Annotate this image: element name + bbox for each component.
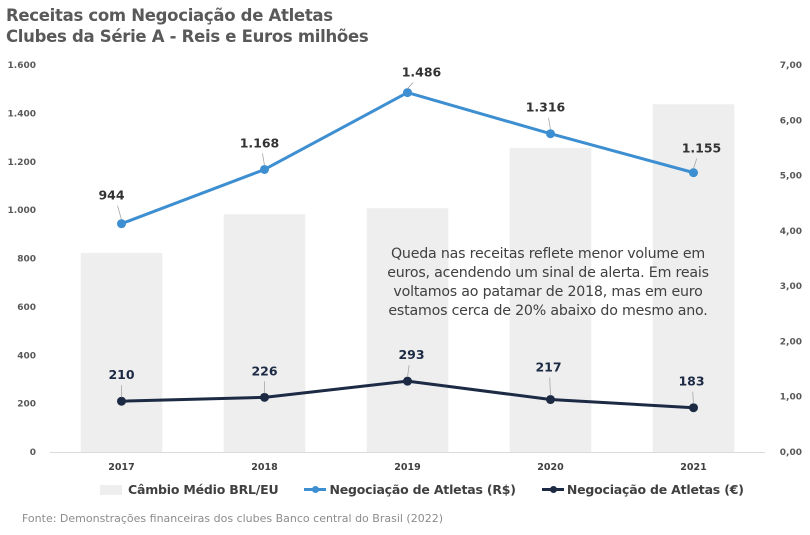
legend-label-exchange-rate: Câmbio Médio BRL/EU [128,482,279,497]
point-brl-2018 [260,164,269,174]
y-left-tick-label: 800 [17,255,36,265]
y-right-tick-label: 4,00 [780,227,802,237]
y-right-tick-label: 5,00 [780,172,802,182]
y-right-tick-label: 7,00 [780,61,802,71]
point-eur-2019 [403,376,412,386]
data-label-eur: 226 [251,363,277,378]
y-right-tick-label: 6,00 [780,116,802,126]
x-tick-label: 2017 [108,462,134,473]
leader-line [692,391,694,404]
x-tick-label: 2019 [394,462,420,473]
y-right-tick-label: 3,00 [780,282,802,292]
x-tick-label: 2020 [537,462,564,473]
leader-line [407,365,410,378]
x-tick-label: 2018 [251,462,278,473]
legend-bar-swatch [100,484,122,495]
x-tick-label: 2021 [680,462,706,473]
y-left-tick-label: 1.400 [8,109,36,119]
point-brl-2020 [546,129,555,139]
leader-line [693,158,698,169]
legend-label-brl: Negociação de Atletas (R$) [329,482,516,497]
title-line-1: Receitas com Negociação de Atletas [6,6,333,25]
annotation-text: Queda nas receitas reflete menor volume … [387,246,709,319]
leader-line [262,153,265,166]
point-brl-2019 [403,88,412,98]
data-label-eur: 293 [398,347,424,362]
legend-item-eur: Negociação de Atletas (€) [541,482,744,497]
title-line-2: Clubes da Série A - Reis e Euros milhões [6,27,369,46]
leader-line [407,82,414,89]
legend-item-brl: Negociação de Atletas (R$) [304,482,516,497]
point-eur-2021 [689,403,698,413]
y-right-tick-label: 2,00 [780,337,802,347]
y-left-tick-label: 1.000 [8,206,36,216]
leader-line [549,377,551,396]
point-brl-2017 [117,219,126,229]
leader-line [117,205,122,220]
data-label-brl: 1.316 [526,100,566,115]
y-left-tick-label: 600 [17,303,36,313]
bar-exchange-rate-2018 [223,214,306,452]
legend-line-eur-swatch [541,486,564,493]
data-label-brl: 1.168 [240,135,280,150]
data-label-eur: 183 [678,374,704,389]
y-left-tick-label: 400 [17,351,36,361]
data-label-brl: 944 [98,188,124,203]
bar-exchange-rate-2021 [652,104,735,452]
point-eur-2020 [546,395,555,405]
legend-line-brl-swatch [304,486,327,493]
source-note: Fonte: Demonstrações financeiras dos clu… [22,512,444,525]
y-left-tick-label: 1.200 [8,158,36,168]
point-eur-2017 [117,396,126,406]
data-label-eur: 210 [108,367,134,382]
y-left-tick-label: 200 [17,400,36,410]
legend-label-eur: Negociação de Atletas (€) [566,482,744,497]
leader-line [548,117,551,130]
point-brl-2021 [689,168,698,178]
y-left-tick-label: 0 [30,448,36,458]
point-eur-2018 [260,392,269,402]
bar-exchange-rate-2019 [366,208,449,452]
line-brl [120,91,694,226]
data-label-brl: 1.155 [682,141,722,156]
y-right-tick-label: 0,00 [780,448,802,458]
legend-item-exchange-rate: Câmbio Médio BRL/EU [100,482,279,497]
y-left-tick-label: 1.600 [8,61,36,71]
legend: Câmbio Médio BRL/EU Negociação de Atleta… [100,482,770,497]
y-right-tick-label: 1,00 [780,393,802,403]
data-label-brl: 1.486 [402,65,442,80]
data-label-eur: 217 [535,360,561,375]
bar-exchange-rate-2017 [80,252,163,452]
chart-title: Receitas com Negociação de Atletas Clube… [6,5,369,47]
